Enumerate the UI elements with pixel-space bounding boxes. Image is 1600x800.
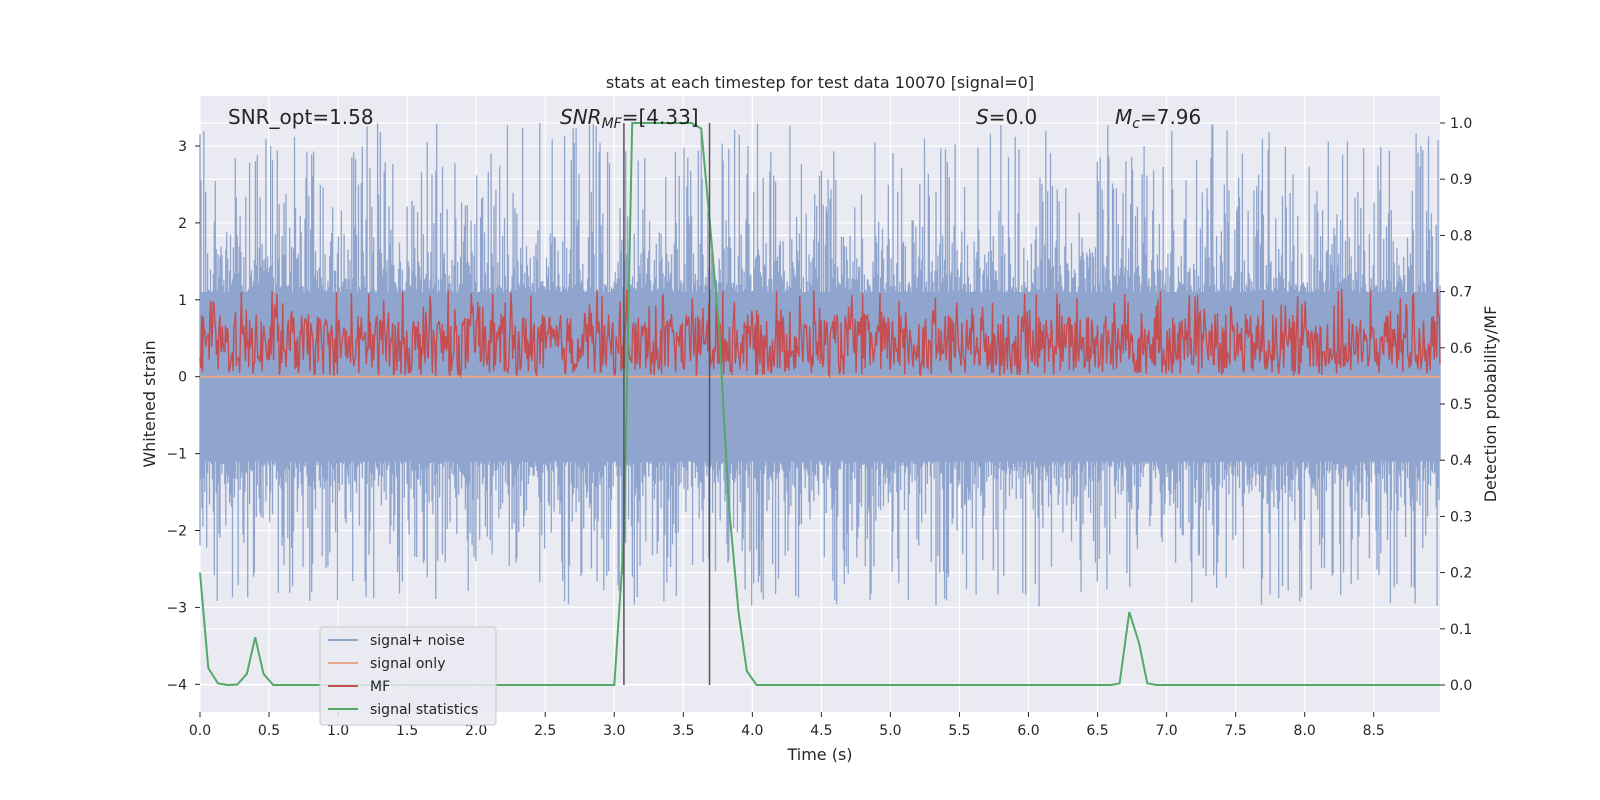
x-tick-label: 2.5 [534, 723, 556, 739]
legend-label-mf: MF [370, 679, 390, 695]
y-left-tick-label: −1 [166, 447, 187, 463]
x-tick-label: 6.0 [1017, 723, 1039, 739]
y-left-tick-label: 0 [178, 370, 187, 386]
x-tick-label: 2.0 [465, 723, 487, 739]
y-left-tick-label: 2 [178, 216, 187, 232]
legend-label-signal-statistics: signal statistics [370, 702, 478, 718]
x-tick-label: 7.0 [1155, 723, 1177, 739]
left-y-tick-labels: 3 2 1 0 −1 −2 −3 −4 [166, 139, 200, 693]
y-left-tick-label: −2 [166, 524, 187, 540]
x-tick-label: 0.5 [258, 723, 280, 739]
x-tick-label: 3.0 [603, 723, 625, 739]
legend-label-signal-only: signal only [370, 656, 445, 672]
y-right-tick-label: 0.3 [1450, 509, 1472, 525]
annotation-mc: Mc=7.96 [1115, 105, 1201, 132]
detection-markers [623, 122, 711, 686]
snr-mf-main: SNR [560, 105, 602, 129]
x-tick-label: 4.5 [810, 723, 832, 739]
mf-trace [199, 288, 1441, 379]
y-right-tick-label: 0.7 [1450, 285, 1472, 301]
y-right-tick-label: 0.5 [1450, 397, 1472, 413]
right-y-tick-labels: 1.0 0.9 0.8 0.7 0.6 0.5 0.4 0.3 0.2 0.1 0.0 [1440, 116, 1472, 694]
mc-value: =7.96 [1140, 105, 1201, 129]
legend-box [319, 626, 497, 726]
x-tick-labels: 0.0 0.5 1.0 1.5 2.0 2.5 3.0 3.5 4.0 4.5 5.0 5.5 6.0 6… [189, 712, 1385, 739]
signal-statistics-line [199, 122, 1440, 687]
legend-label-signal-noise: signal+ noise [370, 633, 465, 649]
annotation-s: S=0.0 [976, 105, 1037, 129]
y-left-tick-label: 1 [178, 293, 187, 309]
x-tick-label: 0.0 [189, 723, 211, 739]
snr-mf-sub: MF [602, 116, 623, 132]
x-tick-label: 6.5 [1086, 723, 1108, 739]
mc-main: M [1115, 105, 1132, 129]
y-right-tick-label: 0.6 [1450, 341, 1472, 357]
y-left-tick-label: −4 [166, 677, 187, 693]
right-y-axis-label: Detection probability/MF [1481, 306, 1500, 503]
s-main: S [976, 105, 989, 129]
y-right-tick-label: 0.1 [1450, 622, 1472, 638]
snr-mf-value: =[4.33] [622, 105, 699, 129]
chart-title: stats at each timestep for test data 100… [606, 73, 1034, 92]
y-right-tick-label: 0.9 [1450, 172, 1472, 188]
annotation-snr-opt: SNR_opt=1.58 [228, 105, 374, 129]
x-tick-label: 1.5 [396, 723, 418, 739]
annotation-snr-mf: SNRMF=[4.33] [560, 105, 699, 132]
series-mf [199, 288, 1441, 379]
y-right-tick-label: 1.0 [1450, 116, 1472, 132]
x-tick-label: 4.0 [741, 723, 763, 739]
x-tick-label: 3.5 [672, 723, 694, 739]
x-tick-label: 5.5 [948, 723, 970, 739]
y-right-tick-label: 0.4 [1450, 453, 1472, 469]
x-axis-label: Time (s) [786, 745, 852, 764]
mc-sub: c [1132, 116, 1140, 132]
y-right-tick-label: 0.8 [1450, 228, 1472, 244]
y-right-tick-label: 0.2 [1450, 566, 1472, 582]
x-tick-label: 1.0 [327, 723, 349, 739]
x-tick-label: 8.0 [1294, 723, 1316, 739]
x-tick-label: 5.0 [879, 723, 901, 739]
series-signal-statistics [199, 122, 1440, 687]
x-tick-label: 7.5 [1225, 723, 1247, 739]
legend: signal+ noise signal only MF signal stat… [319, 626, 497, 726]
x-tick-label: 8.5 [1363, 723, 1385, 739]
y-right-tick-label: 0.0 [1450, 678, 1472, 694]
s-value: =0.0 [989, 105, 1038, 129]
left-y-axis-label: Whitened strain [140, 340, 159, 467]
y-left-tick-label: −3 [166, 600, 187, 616]
y-left-tick-label: 3 [178, 139, 187, 155]
